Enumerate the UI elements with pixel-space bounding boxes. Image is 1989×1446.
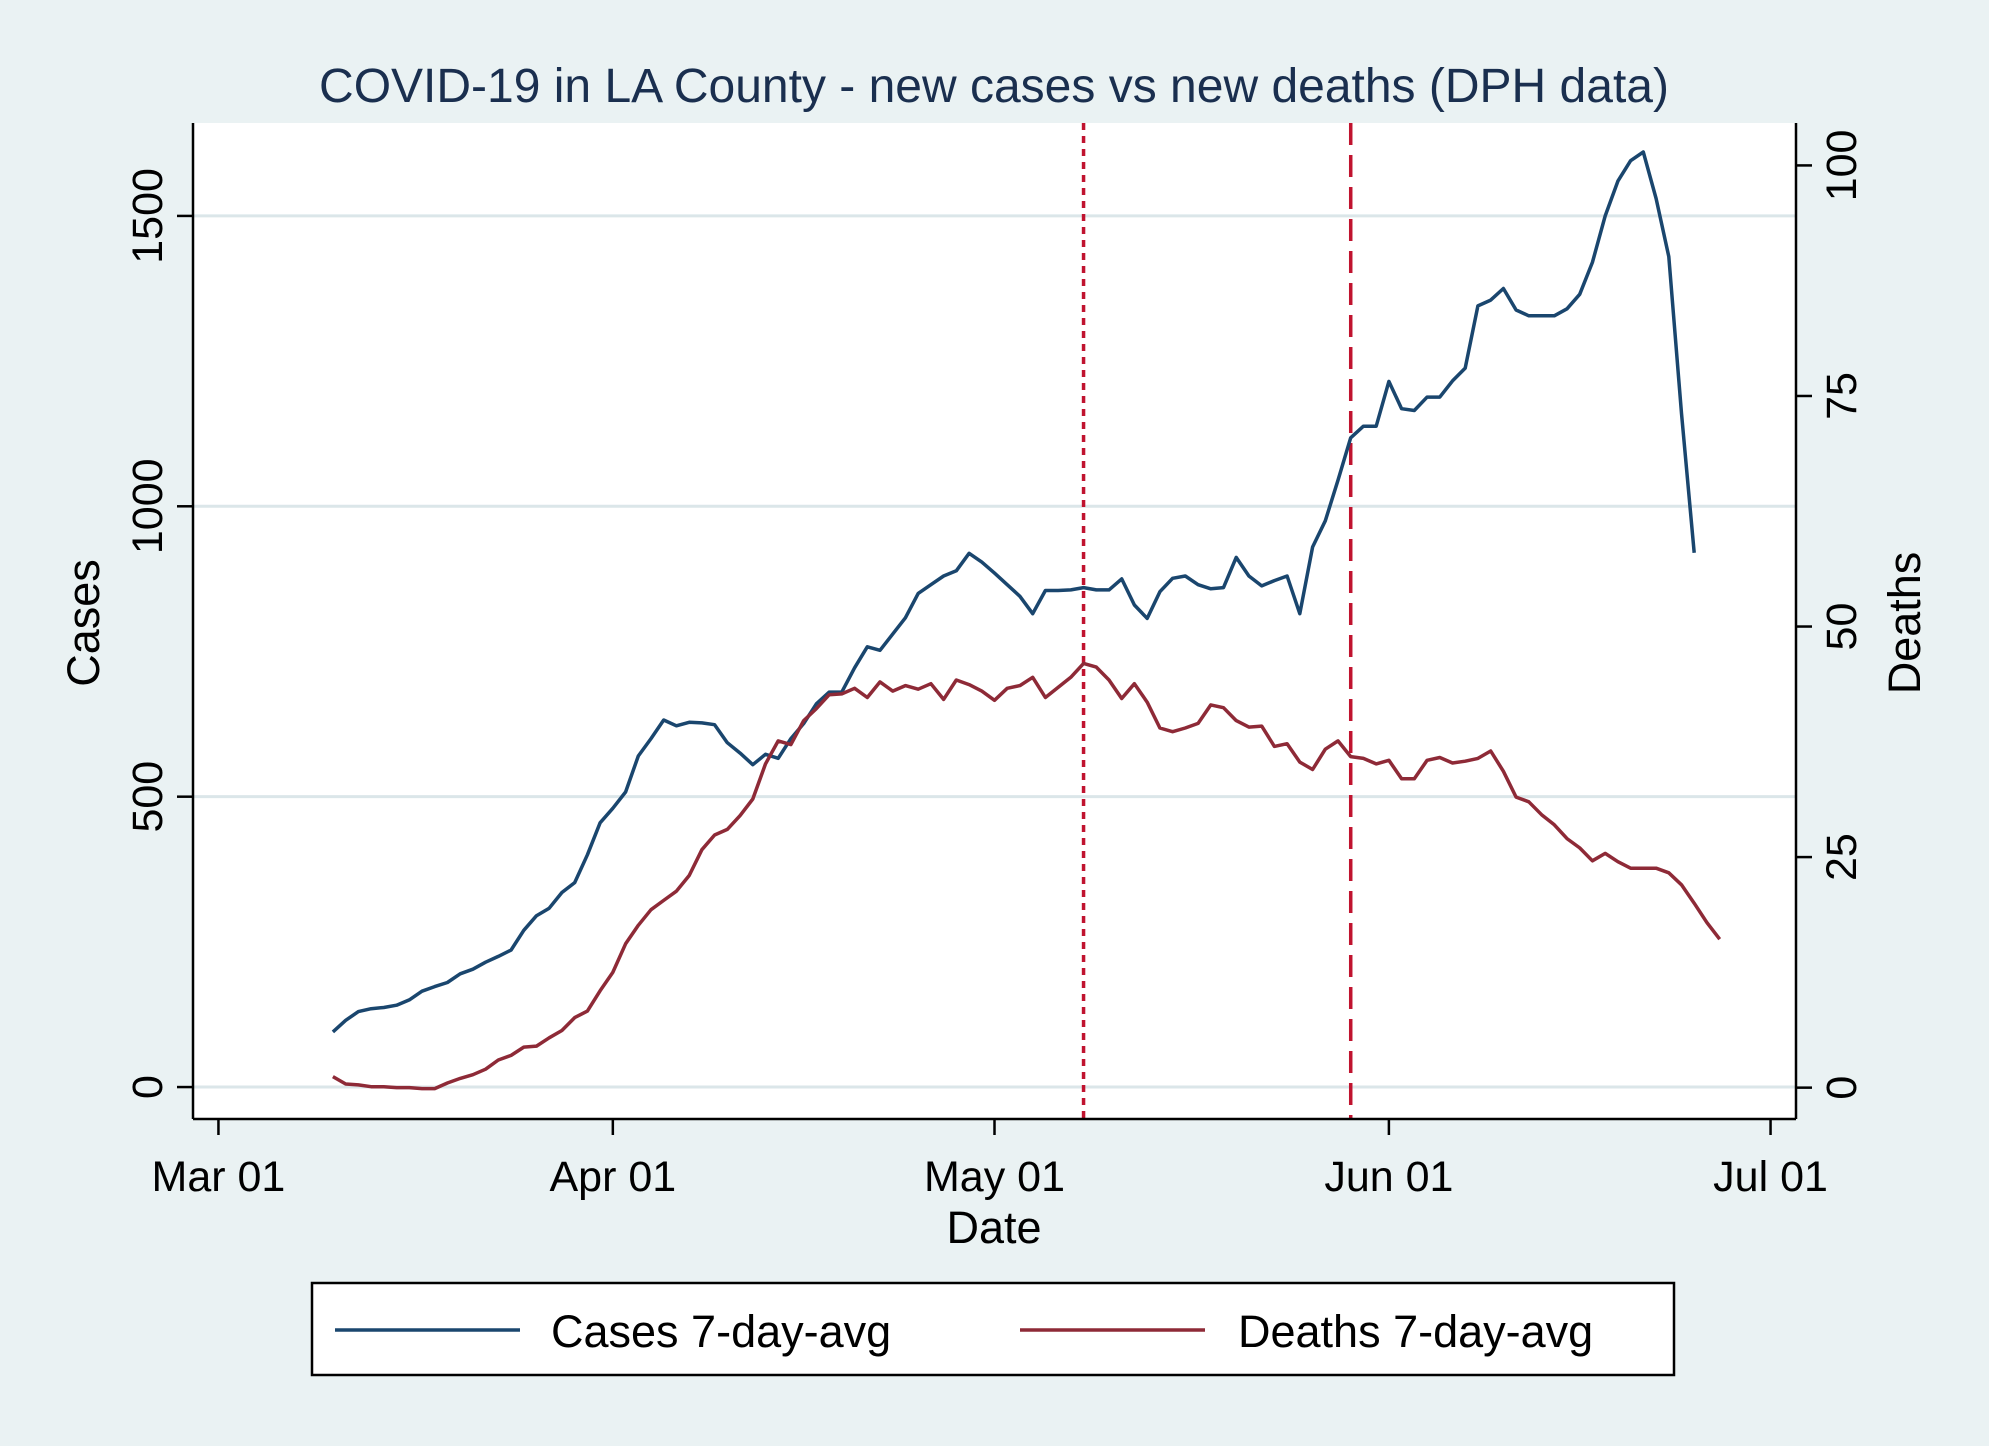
y-right-tick-label: 25: [1818, 833, 1866, 881]
axes: 0 500 1000 1500 0 25 50 75 100 Mar 01 Apr 01 May 01…: [124, 123, 1866, 1201]
y-right-axis-label: Deaths: [1879, 552, 1930, 695]
legend-box: [310, 1281, 1676, 1377]
x-tick-label: Apr 01: [549, 1153, 676, 1201]
x-axis-label: Date: [946, 1202, 1041, 1253]
series-line-cases: [331, 150, 1696, 1034]
legend-label-deaths: Deaths 7-day-avg: [1238, 1306, 1593, 1357]
y-right-tick-label: 50: [1818, 603, 1866, 651]
x-tick-label: May 01: [924, 1153, 1065, 1201]
y-left-axis-label: Cases: [58, 559, 109, 687]
x-tick-label: Jun 01: [1324, 1153, 1453, 1201]
x-tick-label: Mar 01: [152, 1153, 286, 1201]
y-left-tick-label: 1500: [124, 168, 172, 264]
y-left-tick-label: 500: [124, 761, 172, 833]
series-line-deaths: [332, 661, 1722, 1091]
plot-area: [193, 123, 1796, 1119]
legend: Cases 7-day-avg Deaths 7-day-avg: [310, 1281, 1676, 1377]
legend-label-cases: Cases 7-day-avg: [551, 1306, 891, 1357]
chart-title: COVID-19 in LA County - new cases vs new…: [319, 60, 1669, 113]
y-left-tick-label: 1000: [124, 458, 172, 554]
x-tick-label: Jul 01: [1713, 1153, 1828, 1201]
y-left-tick-label: 0: [124, 1075, 172, 1099]
reference-lines: [1081, 123, 1353, 1119]
series-group: [331, 150, 1722, 1091]
y-right-tick-label: 75: [1818, 372, 1866, 420]
y-right-tick-label: 100: [1818, 130, 1866, 202]
y-right-tick-label: 0: [1818, 1076, 1866, 1100]
gridlines: [193, 214, 1796, 1089]
